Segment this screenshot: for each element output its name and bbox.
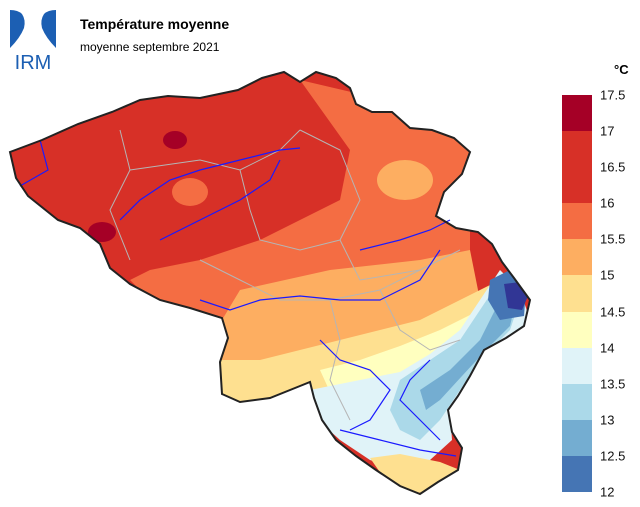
province-borders — [109, 129, 461, 421]
legend-label: 12 — [600, 484, 615, 500]
legend-swatch — [562, 419, 592, 457]
legend-swatch — [562, 347, 592, 385]
legend-swatch — [562, 239, 592, 276]
hotspot-west — [88, 222, 116, 242]
irm-logo: IRM — [6, 8, 60, 74]
legend-unit: °C — [614, 62, 629, 77]
legend-swatch — [562, 275, 592, 313]
legend-label: 13.5 — [600, 376, 626, 392]
legend-label: 13 — [600, 412, 615, 428]
legend-swatch — [562, 95, 592, 132]
legend-swatch — [562, 203, 592, 240]
logo-text: IRM — [15, 52, 52, 72]
legend-swatch — [562, 131, 592, 168]
map-title: Température moyenne — [80, 16, 230, 32]
legend-label: 15 — [600, 267, 615, 283]
logo-mark-left — [10, 10, 25, 48]
legend-label: 14 — [600, 340, 615, 356]
patch-east-light-orange — [377, 160, 433, 200]
legend-label: 14.5 — [600, 304, 626, 320]
patch-central-orange — [172, 178, 208, 206]
legend-label: 16 — [600, 195, 615, 211]
legend-label: 17.5 — [600, 87, 626, 103]
map-subtitle: moyenne septembre 2021 — [80, 40, 220, 54]
color-legend — [562, 95, 592, 493]
belgium-temperature-map — [9, 71, 531, 495]
logo-mark-right — [41, 10, 56, 48]
legend-swatch — [562, 311, 592, 349]
legend-label: 16.5 — [600, 159, 626, 175]
legend-label: 15.5 — [600, 231, 626, 247]
legend-label: 17 — [600, 123, 615, 139]
zone-light-blue — [390, 280, 520, 440]
legend-swatch — [562, 383, 592, 421]
zone-mid-blue — [420, 300, 516, 410]
legend-label: 12.5 — [600, 448, 626, 464]
rivers — [19, 139, 457, 457]
legend-swatch — [562, 167, 592, 204]
legend-swatch — [562, 455, 592, 493]
hotspot-north — [163, 131, 187, 149]
